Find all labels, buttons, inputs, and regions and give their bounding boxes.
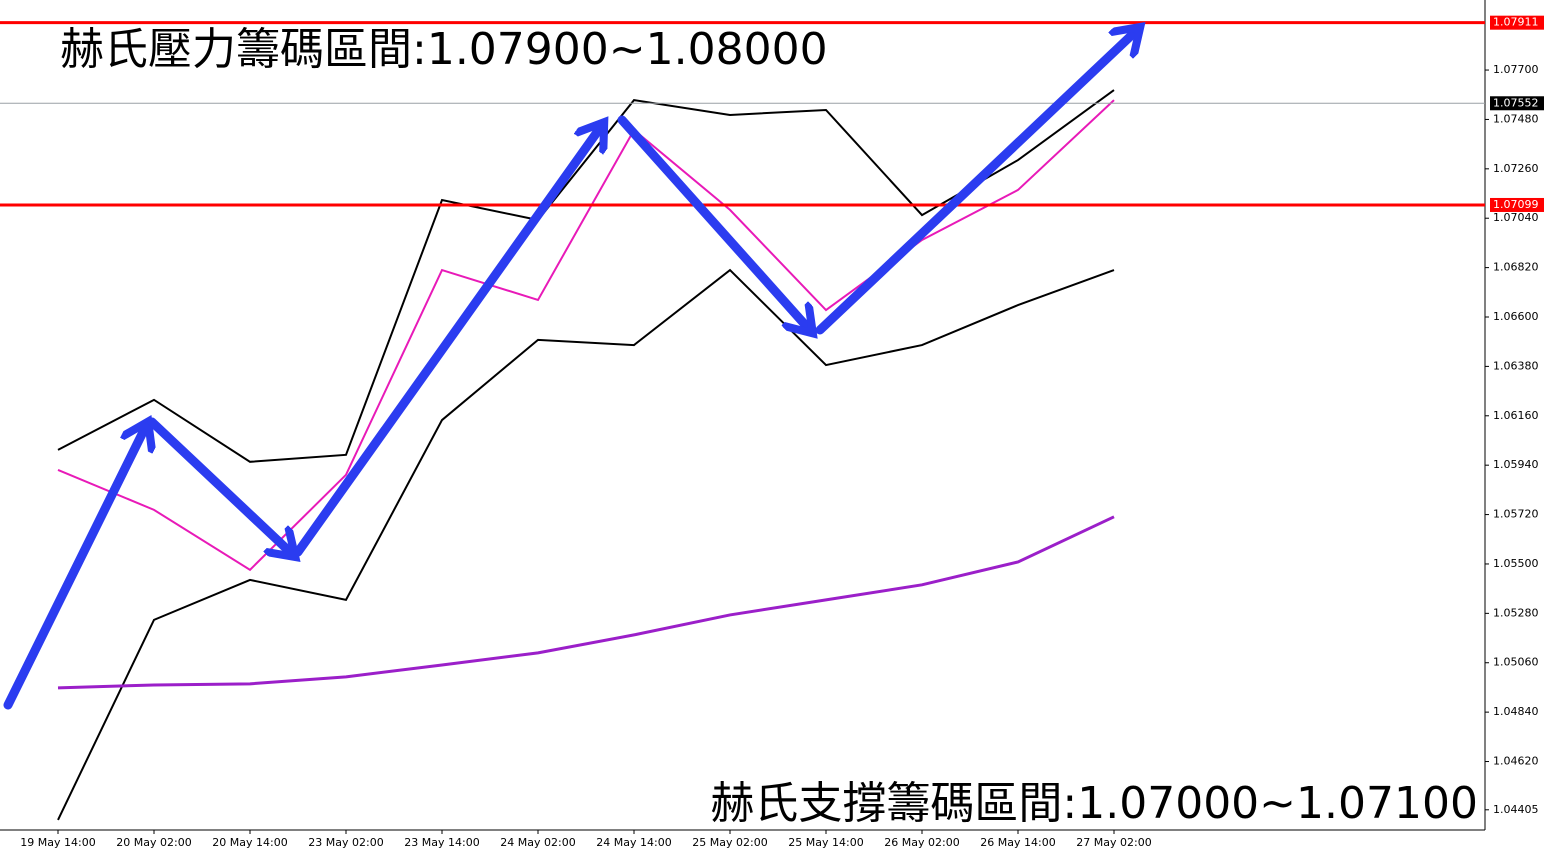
annotation: 赫氏壓力籌碼區間:1.07900~1.08000 (60, 24, 828, 75)
y-tick-label: 1.07480 (1493, 112, 1539, 125)
level-label: 1.07099 (1493, 198, 1539, 211)
annotation: 赫氏支撐籌碼區間:1.07000~1.07100 (710, 778, 1478, 829)
series-line (57, 99, 1115, 572)
x-tick-label: 19 May 14:00 (20, 836, 95, 849)
y-tick-label: 1.07040 (1493, 211, 1539, 224)
y-tick-label: 1.05500 (1493, 557, 1539, 570)
x-tick-label: 25 May 14:00 (788, 836, 863, 849)
y-tick-label: 1.04405 (1493, 803, 1539, 816)
arrow (815, 32, 1135, 335)
arrow (3, 428, 145, 710)
series-line (57, 268, 1115, 821)
level-label-bg (1490, 96, 1544, 111)
trend-arrows (3, 32, 1135, 710)
y-tick-label: 1.05280 (1493, 606, 1539, 619)
x-tick-label: 23 May 14:00 (404, 836, 479, 849)
level-label: 1.07552 (1493, 96, 1539, 109)
y-tick-label: 1.05060 (1493, 656, 1539, 669)
level-label: 1.07911 (1493, 16, 1539, 29)
y-tick-label: 1.05720 (1493, 508, 1539, 521)
x-tick-label: 24 May 14:00 (596, 836, 671, 849)
series-line (57, 515, 1115, 690)
y-tick-label: 1.07700 (1493, 63, 1539, 76)
y-tick-label: 1.06600 (1493, 310, 1539, 323)
x-tick-label: 23 May 02:00 (308, 836, 383, 849)
x-tick-label: 25 May 02:00 (692, 836, 767, 849)
arrow (147, 417, 290, 552)
x-tick-label: 20 May 14:00 (212, 836, 287, 849)
x-tick-label: 24 May 02:00 (500, 836, 575, 849)
level-label-bg (1490, 197, 1544, 212)
x-tick-label: 27 May 02:00 (1076, 836, 1151, 849)
y-tick-label: 1.06380 (1493, 359, 1539, 372)
y-tick-label: 1.06160 (1493, 409, 1539, 422)
x-tick-label: 26 May 02:00 (884, 836, 959, 849)
arrow (293, 128, 600, 557)
x-tick-label: 20 May 02:00 (116, 836, 191, 849)
y-tick-label: 1.05940 (1493, 458, 1539, 471)
y-tick-label: 1.07260 (1493, 162, 1539, 175)
level-label-bg (1490, 15, 1544, 30)
marks: 1.07700 1.07480 1.07260 1.07040 1.06820 1.066… (0, 15, 1544, 849)
y-tick-label: 1.04840 (1493, 705, 1539, 718)
y-tick-label: 1.06820 (1493, 261, 1539, 274)
x-tick-label: 26 May 14:00 (980, 836, 1055, 849)
arrow (617, 115, 808, 328)
y-tick-label: 1.04620 (1493, 755, 1539, 768)
